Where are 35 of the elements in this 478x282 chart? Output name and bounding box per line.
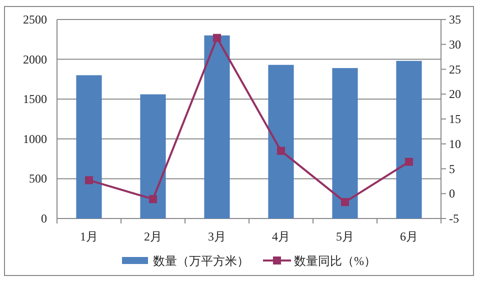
y2-tick-label: 20 — [449, 87, 461, 102]
point — [277, 146, 285, 155]
y2-tick-label: 10 — [449, 136, 461, 151]
point — [149, 195, 157, 204]
point — [85, 176, 93, 184]
point — [341, 198, 349, 206]
y-tick-label: 1500 — [23, 92, 47, 106]
x-tick-label: 2月 — [144, 230, 162, 244]
y2-tick-label: -5 — [449, 212, 459, 226]
bar — [76, 75, 102, 218]
legend-label: 数量（万平方米） — [153, 254, 249, 268]
x-tick-label: 1月 — [80, 230, 98, 244]
y2-tick-label: 30 — [449, 37, 461, 52]
y-tick-label: 2000 — [23, 52, 47, 66]
point — [213, 34, 221, 42]
bar — [396, 60, 422, 218]
x-tick-label: 3月 — [208, 230, 226, 244]
bar — [204, 35, 230, 218]
point — [405, 158, 413, 166]
bar — [268, 64, 294, 218]
y2-tick-label: 0 — [449, 186, 455, 201]
x-tick-label: 6月 — [400, 230, 418, 244]
y-tick-label: 2500 — [23, 12, 47, 26]
y2-tick-label: 25 — [449, 62, 461, 76]
legend-label: 数量同比（%） — [294, 254, 376, 268]
y2-tick-label: 5 — [449, 162, 455, 176]
y-tick-label: 1000 — [23, 132, 47, 146]
x-tick-label: 5月 — [336, 230, 354, 244]
y2-tick-label: 35 — [449, 12, 461, 26]
y-tick-label: 0 — [41, 212, 47, 226]
y2-tick-label: 15 — [449, 112, 461, 126]
bar — [332, 68, 358, 218]
bar — [140, 94, 166, 218]
x-tick-label: 4月 — [272, 230, 290, 244]
y-tick-label: 500 — [29, 172, 47, 186]
